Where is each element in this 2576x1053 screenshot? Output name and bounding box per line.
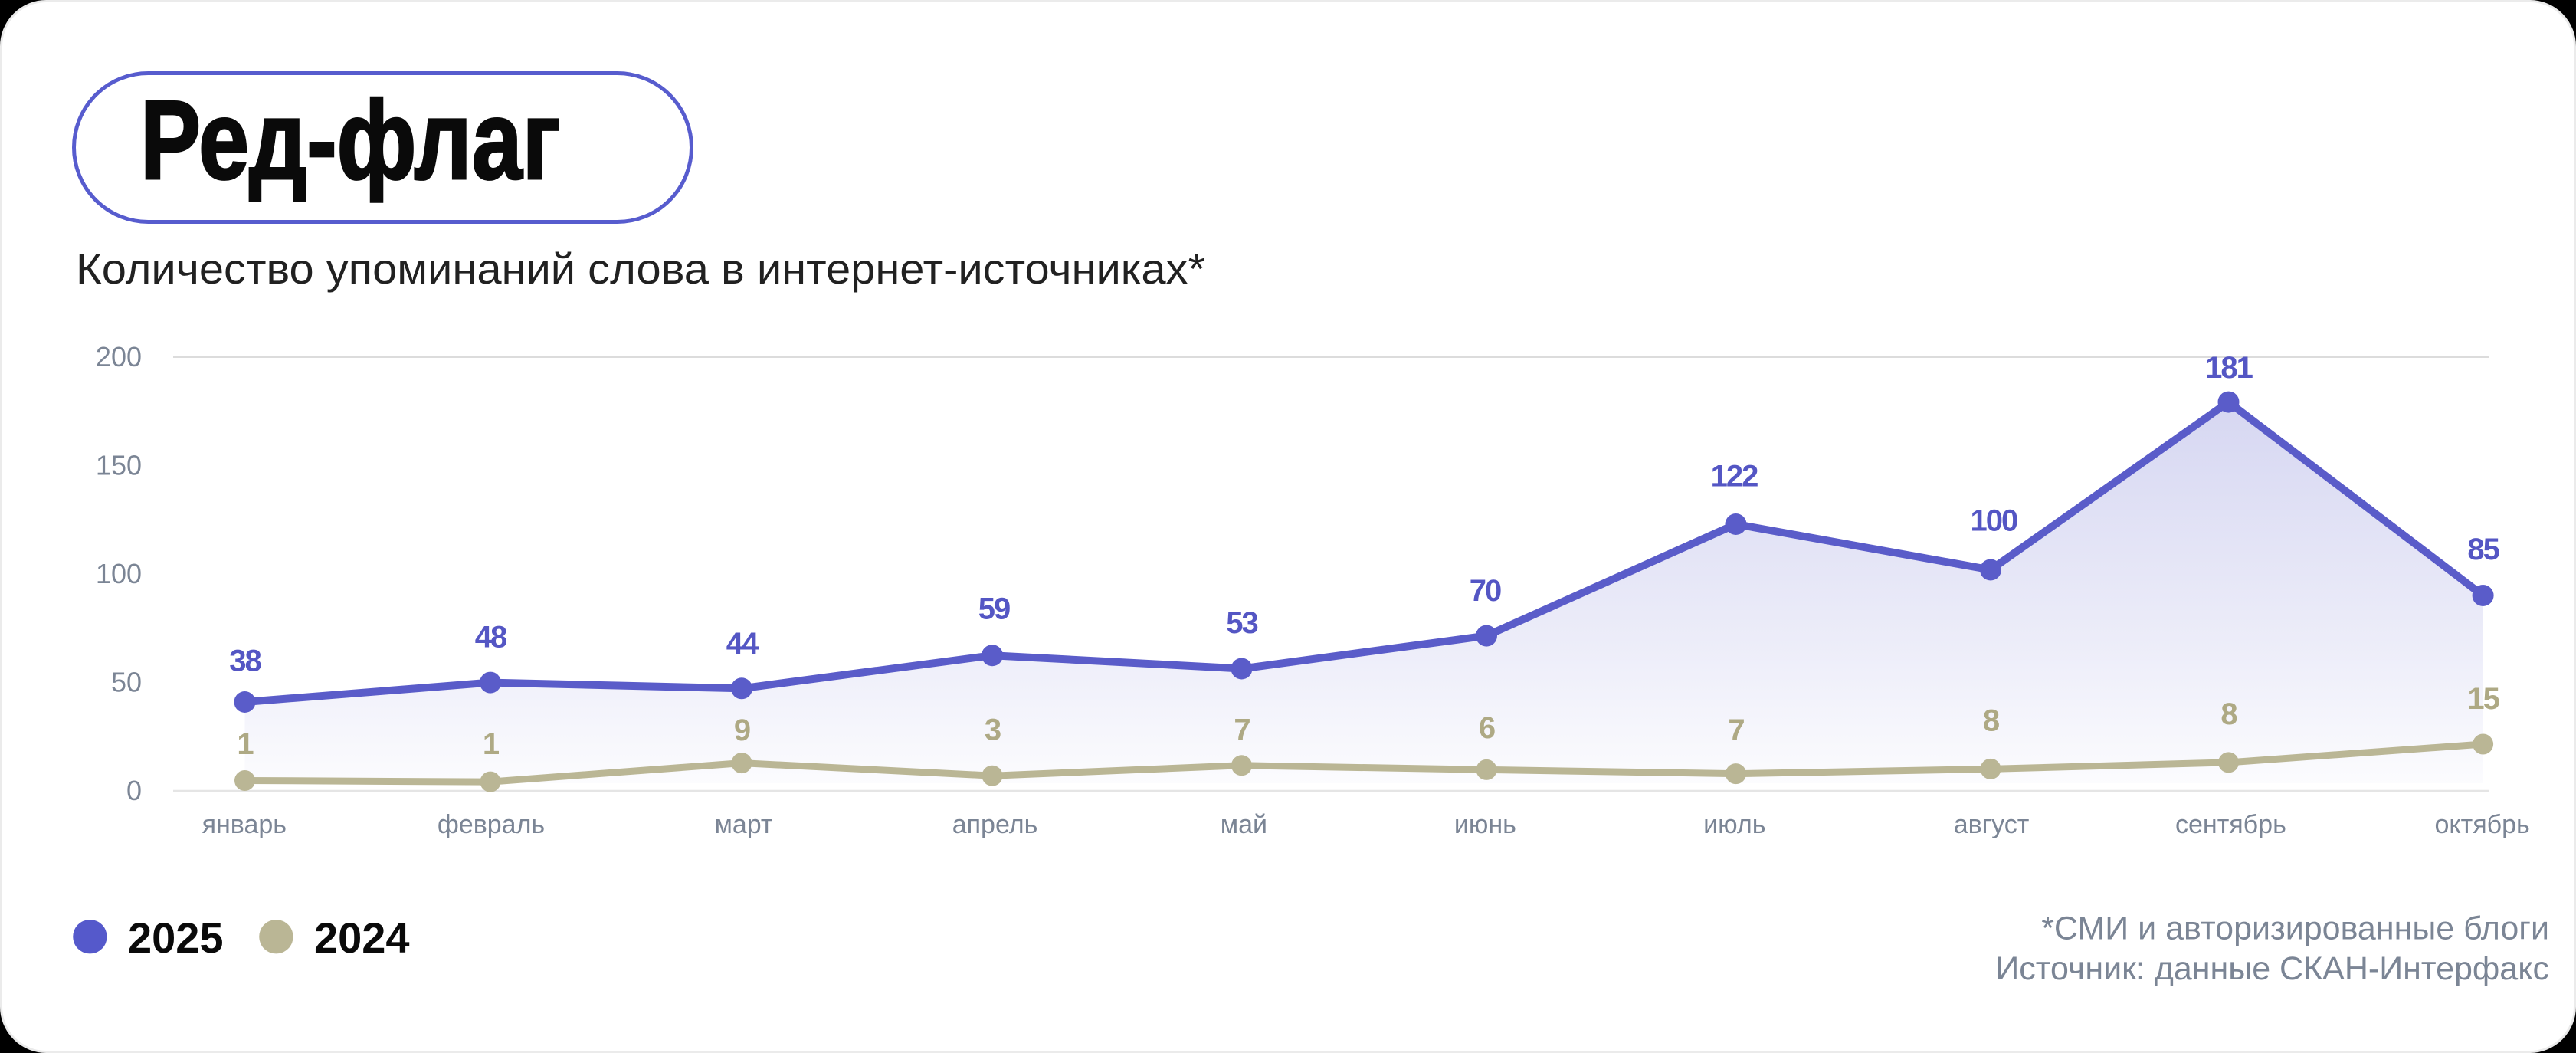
svg-text:апрель: апрель xyxy=(952,810,1038,839)
svg-text:Источник: данные СКАН-Интерфак: Источник: данные СКАН-Интерфакс xyxy=(1995,950,2549,987)
svg-text:44: 44 xyxy=(726,627,759,661)
svg-text:15: 15 xyxy=(2467,682,2499,716)
svg-text:2024: 2024 xyxy=(314,914,410,962)
svg-text:*СМИ и авторизированные блоги: *СМИ и авторизированные блоги xyxy=(2041,910,2549,947)
svg-text:9: 9 xyxy=(734,713,750,747)
svg-text:6: 6 xyxy=(1479,711,1495,745)
svg-text:59: 59 xyxy=(978,592,1010,626)
svg-text:3: 3 xyxy=(985,713,1001,747)
svg-text:7: 7 xyxy=(1234,713,1250,747)
svg-text:200: 200 xyxy=(96,341,142,372)
svg-text:1: 1 xyxy=(237,727,254,761)
svg-text:8: 8 xyxy=(2220,697,2237,731)
svg-text:Количество упоминаний слова в: Количество упоминаний слова в интернет-и… xyxy=(76,244,1205,293)
svg-text:122: 122 xyxy=(1711,460,1758,494)
svg-text:100: 100 xyxy=(1971,504,2017,538)
svg-text:150: 150 xyxy=(96,450,142,481)
svg-text:0: 0 xyxy=(126,775,142,806)
svg-text:85: 85 xyxy=(2467,533,2499,566)
svg-text:июль: июль xyxy=(1703,810,1765,839)
svg-text:181: 181 xyxy=(2205,351,2253,385)
svg-text:1: 1 xyxy=(483,727,500,761)
svg-text:июнь: июнь xyxy=(1454,810,1516,839)
svg-text:октябрь: октябрь xyxy=(2434,810,2529,839)
svg-text:53: 53 xyxy=(1226,606,1257,640)
svg-text:48: 48 xyxy=(475,621,507,654)
svg-text:2025: 2025 xyxy=(128,914,224,962)
svg-text:август: август xyxy=(1954,810,2030,839)
svg-text:7: 7 xyxy=(1728,713,1744,747)
svg-text:Ред-флаг: Ред-флаг xyxy=(140,77,560,202)
svg-text:сентябрь: сентябрь xyxy=(2175,810,2286,839)
svg-text:50: 50 xyxy=(111,667,142,698)
svg-text:январь: январь xyxy=(202,810,287,839)
svg-text:май: май xyxy=(1221,810,1267,839)
svg-text:февраль: февраль xyxy=(438,810,545,839)
svg-text:38: 38 xyxy=(229,645,261,678)
svg-text:8: 8 xyxy=(1983,704,2000,738)
svg-text:100: 100 xyxy=(96,558,142,589)
svg-text:70: 70 xyxy=(1470,574,1501,608)
svg-text:март: март xyxy=(714,810,772,839)
